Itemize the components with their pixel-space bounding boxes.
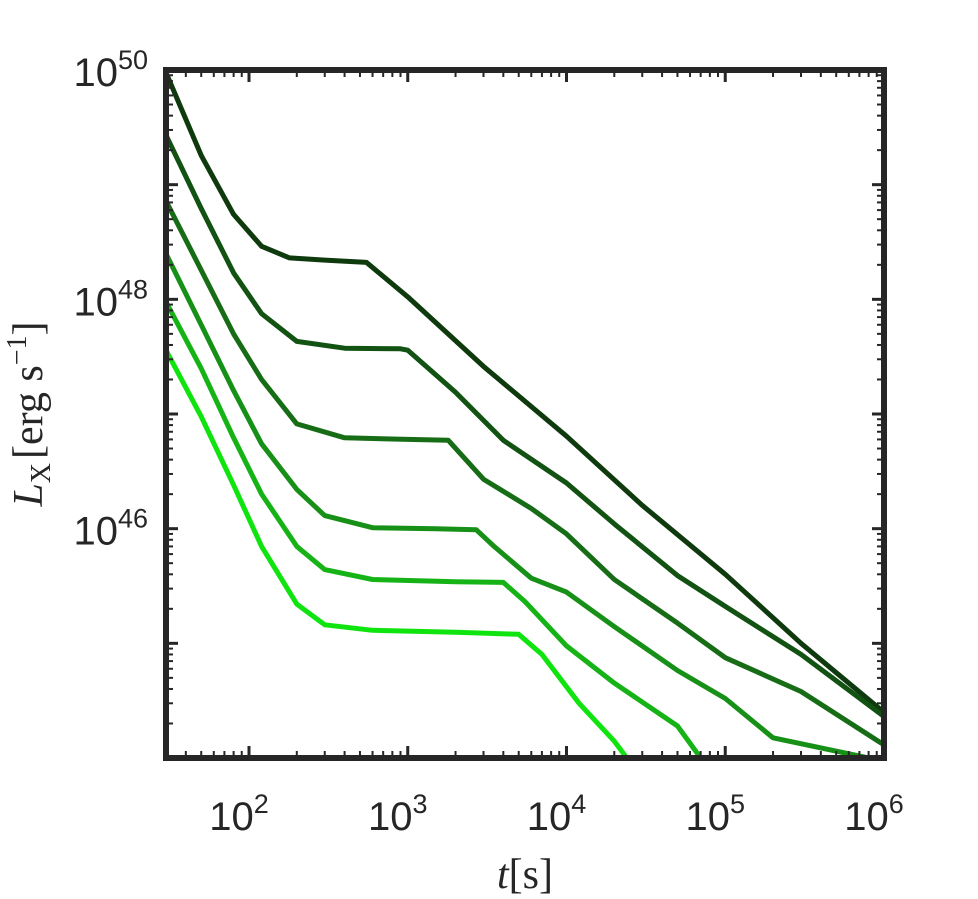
x-axis-var: t [497,852,510,898]
x-tick-label: 102 [209,789,269,839]
y-tick-label: 1048 [73,274,148,324]
series-line-5 [166,299,704,758]
plot-frame [163,67,887,761]
x-tick-label: 103 [368,789,428,839]
series-line-2 [166,132,884,719]
series-layer [166,70,884,758]
y-axis-title: LX [erg s−1] [2,321,57,507]
y-axis-sub: X [26,463,57,483]
y-tick-label: 1050 [73,45,148,95]
x-tick-label: 105 [685,789,745,839]
plot-area [166,70,884,758]
x-tick-label: 106 [844,789,904,839]
series-line-1 [166,70,884,715]
tick-layer: 102 103 104 105 106 1046 1048 1050 [73,45,903,839]
series-line-4 [166,251,872,758]
y-axis-var: L [6,483,52,507]
series-line-3 [166,198,884,748]
y-axis-unit: [erg s [6,365,52,459]
x-axis-unit: [s] [509,852,553,898]
x-tick-label: 104 [527,789,587,839]
y-axis-unit-close: ] [6,321,52,335]
y-axis-unit-exp: −1 [2,335,33,365]
y-tick-label: 1046 [73,504,148,554]
x-axis-title: t[s] [497,852,553,898]
series-line-6 [166,347,630,758]
